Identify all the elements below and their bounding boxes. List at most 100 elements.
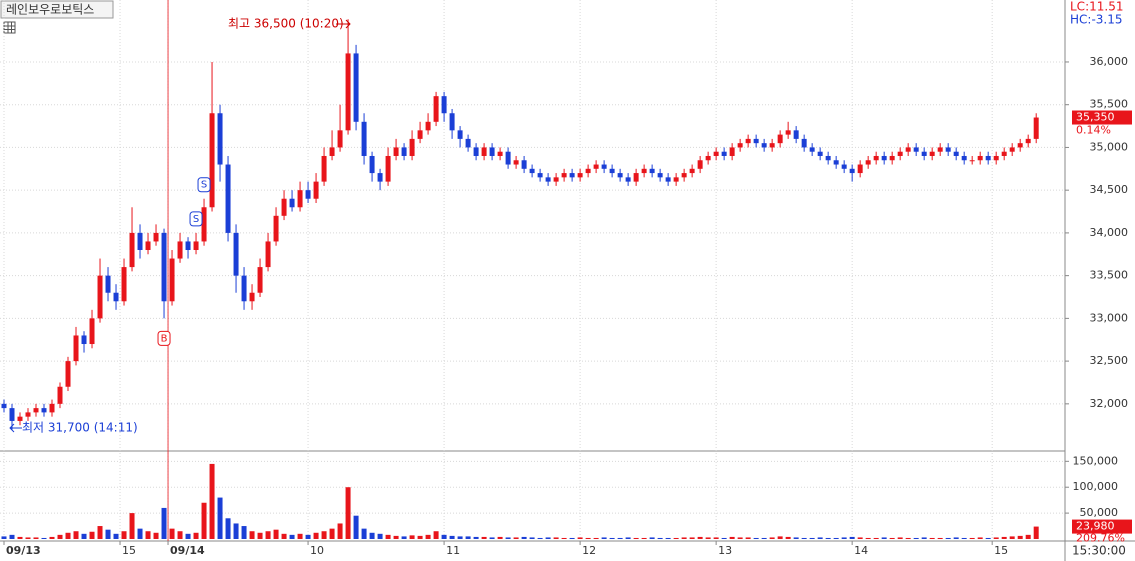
volume-bar [585,537,591,539]
volume-bar [529,537,535,539]
volume-bar [329,528,335,539]
candle-body [833,160,839,165]
volume-bar [193,532,199,539]
candle-body [625,177,631,182]
candle-body [97,275,103,319]
candle-body [537,173,543,178]
candle-body [825,155,831,161]
volume-bar [505,537,511,539]
x-tick-label: 14 [854,544,868,557]
volume-bar [945,537,951,539]
candle-body [1025,138,1031,144]
volume-bar [457,536,463,539]
candle-body [161,232,167,302]
x-tick-label: 10 [310,544,324,557]
candle-body [185,241,191,250]
y-tick-label: 33,000 [1090,311,1129,324]
volume-bar [681,537,687,539]
volume-bar [401,536,407,539]
volume-bar [849,536,855,539]
candle-body [929,151,935,156]
volume-bar [65,532,71,539]
volume-bar [961,537,967,539]
candle-body [129,232,135,268]
volume-bar [409,535,415,539]
candle-body [569,173,575,178]
v-tick-label: 100,000 [1073,480,1119,493]
volume-bar [1017,535,1023,539]
candle-body [753,138,759,144]
candle-body [977,155,983,161]
candle-body [705,155,711,161]
candle-body [513,160,519,165]
volume-bar [353,515,359,539]
grid-icon-lines [4,22,15,33]
volume-bar [369,532,375,539]
candle-body [1017,143,1023,148]
volume-bar [761,537,767,539]
candle-body [209,113,215,208]
candle-body [561,173,567,178]
volume-bar [393,535,399,539]
volume-bar [769,537,775,539]
volume-bar [257,532,263,539]
volume-bar [161,507,167,539]
volume-bar [921,537,927,539]
volume-bar [289,534,295,539]
y-tick-label: 35,500 [1090,98,1129,111]
candle-body [89,318,95,345]
volume-bar [89,531,95,539]
candle-body [801,138,807,148]
candle-body [585,168,591,174]
candle-body [841,164,847,169]
volume-bar [721,537,727,539]
signal-marker [197,177,211,193]
volume-bar [345,487,351,539]
volume-bar [137,528,143,539]
volume-bar [857,537,863,539]
volume-bar [745,537,751,539]
candle-body [617,173,623,178]
candle-body [121,267,127,302]
volume-bar [177,531,183,539]
candle-body [137,232,143,250]
volume-bar [865,537,871,539]
volume-bar [905,537,911,539]
candle-body [937,147,943,152]
candle-body [457,130,463,139]
volume-bar [937,537,943,539]
volume-bar [785,536,791,539]
candle-body [897,151,903,156]
volume-bar [265,531,271,539]
x-tick-label: 09/14 [170,544,205,557]
grid-icon[interactable] [3,21,16,34]
candle-body [305,190,311,199]
candle-body [345,53,351,131]
volume-bar [889,537,895,539]
candle-body [737,143,743,148]
candle-body [33,408,39,413]
volume-bar [617,537,623,539]
candle-body [985,155,991,161]
volume-bar [641,537,647,539]
volume-bar [305,534,311,539]
lc-indicator: LC:11.51 [1070,0,1123,14]
candle-body [545,177,551,182]
candle-body [521,160,527,169]
candle-body [353,53,359,122]
candle-body [689,168,695,174]
volume-bar [969,537,975,539]
candle-body [265,241,271,268]
candle-body [489,147,495,156]
candle-body [1,403,7,409]
volume-bar [993,537,999,539]
v-tick-label: 150,000 [1073,454,1119,467]
candle-body [249,292,255,302]
volume-bar [297,533,303,539]
volume-bar [57,534,63,539]
candle-body [273,215,279,242]
candle-body [529,168,535,174]
candle-body [577,173,583,178]
volume-bar [417,535,423,539]
